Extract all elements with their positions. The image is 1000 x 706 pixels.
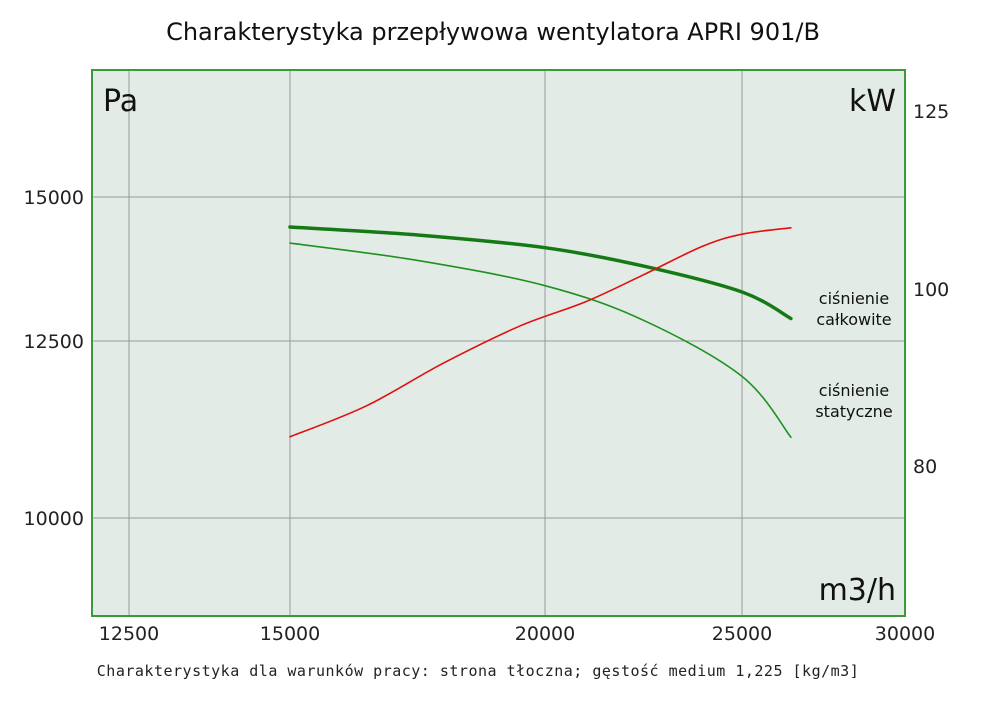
y-left-tick-label: 12500 — [24, 331, 84, 353]
plot-frame — [91, 69, 906, 617]
chart-footnote: Charakterystyka dla warunków pracy: stro… — [97, 662, 859, 680]
series-layer — [288, 225, 793, 439]
x-tick-label: 12500 — [99, 623, 159, 645]
x-tick-label: 15000 — [260, 623, 320, 645]
static-pressure-label: ciśnienie — [819, 381, 889, 400]
y-right-axis-label: kW — [849, 84, 896, 119]
x-axis-ticks: 12500 15000 20000 25000 30000 — [99, 623, 935, 645]
y-left-tick-label: 15000 — [24, 187, 84, 209]
plot-area — [92, 70, 905, 616]
static-pressure-label: statyczne — [815, 402, 892, 421]
y-right-tick-label: 80 — [913, 456, 937, 478]
chart-title: Charakterystyka przepływowa wentylatora … — [166, 18, 820, 46]
total-pressure-label: ciśnienie — [819, 289, 889, 308]
x-tick-label: 20000 — [515, 623, 575, 645]
static-pressure-line — [289, 242, 792, 439]
total-pressure-label: całkowite — [816, 310, 891, 329]
x-tick-label: 30000 — [875, 623, 935, 645]
x-axis-label: m3/h — [819, 573, 896, 608]
grid-lines — [92, 70, 905, 616]
y-left-tick-label: 10000 — [24, 508, 84, 530]
y-right-axis-ticks: 80 100 125 — [913, 101, 949, 478]
y-left-axis-ticks: 10000 12500 15000 — [24, 187, 84, 530]
x-tick-label: 25000 — [712, 623, 772, 645]
total-pressure-line — [288, 225, 793, 321]
y-right-tick-label: 100 — [913, 279, 949, 301]
y-left-axis-label: Pa — [103, 84, 138, 119]
power-line — [289, 227, 792, 438]
y-right-tick-label: 125 — [913, 101, 949, 123]
series-labels: ciśnienie całkowite ciśnienie statyczne — [815, 289, 892, 421]
